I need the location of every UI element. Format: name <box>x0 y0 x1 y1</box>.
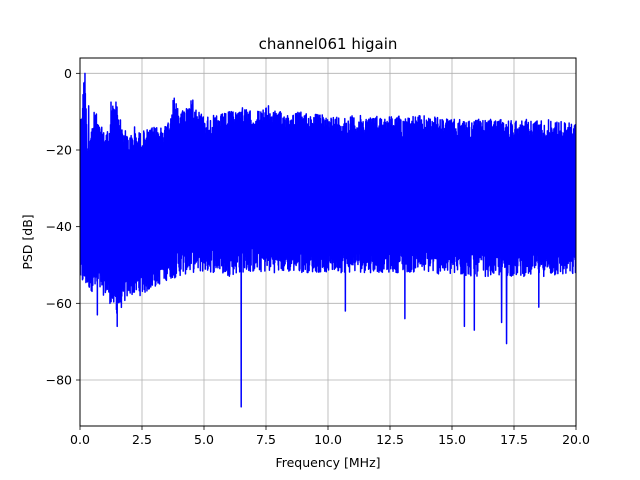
x-tick-label: 15.0 <box>438 432 466 447</box>
y-tick-label: 0 <box>64 66 72 81</box>
y-tick-label: −80 <box>46 373 72 388</box>
x-tick-label: 10.0 <box>314 432 342 447</box>
x-axis-label: Frequency [MHz] <box>275 455 380 470</box>
y-axis-ticks: 0 −20 −40 −60 −80 <box>46 66 80 388</box>
y-tick-label: −60 <box>46 296 72 311</box>
y-axis-label: PSD [dB] <box>20 214 35 269</box>
x-tick-label: 5.0 <box>194 432 214 447</box>
y-tick-label: −40 <box>46 219 72 234</box>
x-tick-label: 0.0 <box>70 432 90 447</box>
x-tick-label: 7.5 <box>256 432 276 447</box>
x-tick-label: 17.5 <box>500 432 528 447</box>
y-tick-label: −20 <box>46 143 72 158</box>
x-tick-label: 12.5 <box>376 432 404 447</box>
series-layer <box>80 72 576 408</box>
x-tick-label: 20.0 <box>562 432 590 447</box>
psd-series-line <box>80 72 576 408</box>
chart-title: channel061 higain <box>259 35 398 53</box>
x-tick-label: 2.5 <box>132 432 152 447</box>
x-axis-ticks: 0.0 2.5 5.0 7.5 10.0 12.5 15.0 17.5 20.0 <box>70 426 590 447</box>
